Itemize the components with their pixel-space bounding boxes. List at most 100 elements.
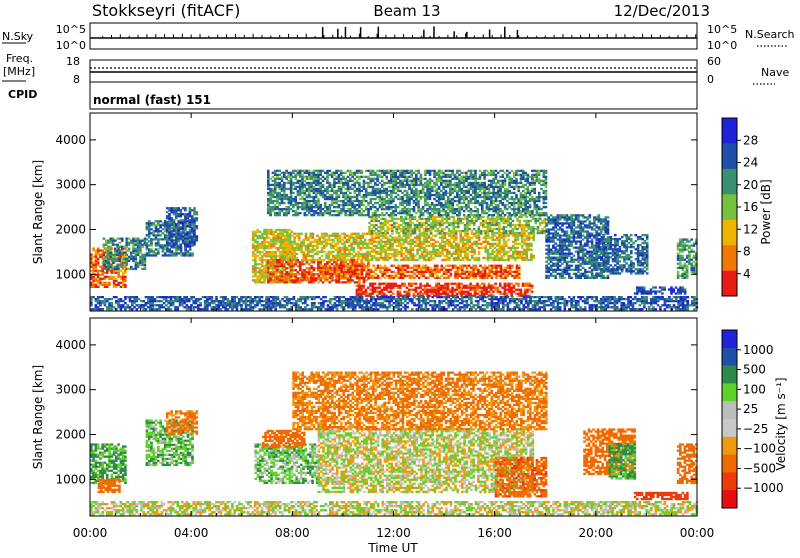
heatmap-cell [339,251,342,253]
heatmap-cell [319,210,322,212]
heatmap-cell [459,232,462,234]
heatmap-cell [276,170,279,172]
heatmap-cell [509,232,512,234]
heatmap-cell [356,198,359,200]
heatmap-cell [501,237,504,239]
heatmap-cell [293,237,296,239]
heatmap-cell [373,241,376,243]
heatmap-cell [510,255,513,257]
heatmap-cell [409,247,412,249]
heatmap-cell [254,275,257,277]
heatmap-cell [353,233,356,235]
heatmap-cell [307,251,310,253]
heatmap-cell [471,230,474,232]
heatmap-cell [405,226,408,228]
heatmap-cell [349,186,352,188]
heatmap-cell [498,247,501,249]
heatmap-cell [267,198,270,200]
heatmap-cell [465,285,468,287]
heatmap-cell [448,259,451,261]
heatmap-cell [402,265,405,267]
heatmap-cell [434,230,437,232]
heatmap-cell [528,239,531,241]
heatmap-cell [362,255,365,257]
heatmap-cell [450,247,453,249]
heatmap-cell [384,253,387,255]
heatmap-cell [137,252,140,254]
heatmap-cell [278,212,281,214]
heatmap-cell [268,247,271,249]
heatmap-cell [517,293,520,295]
heatmap-cell [401,212,404,214]
heatmap-cell [92,266,95,268]
heatmap-cell [371,239,374,241]
heatmap-cell [137,264,140,266]
heatmap-cell [513,287,516,289]
heatmap-cell [101,278,104,280]
heatmap-cell [468,277,471,279]
heatmap-cell [376,184,379,186]
heatmap-cell [377,226,380,228]
heatmap-cell [189,207,192,209]
heatmap-cell [319,206,322,208]
heatmap-cell [124,284,127,286]
heatmap-cell [301,178,304,180]
heatmap-cell [338,186,341,188]
heatmap-cell [128,242,131,244]
heatmap-cell [173,213,176,215]
heatmap-cell [304,263,307,265]
heatmap-cell [268,231,271,233]
heatmap-cell [537,220,540,222]
heatmap-cell [412,222,415,224]
heatmap-cell [278,184,281,186]
heatmap-cell [504,271,507,273]
heatmap-cell [344,178,347,180]
heatmap-cell [418,222,421,224]
heatmap-cell [328,259,331,261]
heatmap-cell [363,210,366,212]
heatmap-cell [344,194,347,196]
freq-tick-bottom: 8 [73,73,80,86]
heatmap-cell [375,269,378,271]
heatmap-cell [341,243,344,245]
heatmap-cell [419,285,422,287]
heatmap-cell [291,235,294,237]
heatmap-cell [435,283,438,285]
heatmap-cell [518,224,521,226]
heatmap-cell [335,182,338,184]
heatmap-cell [514,224,517,226]
heatmap-cell [497,271,500,273]
heatmap-cell [92,247,95,249]
heatmap-cell [267,271,270,273]
heatmap-cell [456,289,459,291]
heatmap-cell [405,232,408,234]
heatmap-cell [518,269,521,271]
heatmap-cell [406,184,409,186]
heatmap-cell [423,251,426,253]
heatmap-cell [450,253,453,255]
heatmap-cell [390,194,393,196]
heatmap-cell [256,279,259,281]
heatmap-cell [144,264,147,266]
heatmap-cell [449,283,452,285]
heatmap-cell [454,275,457,277]
heatmap-cell [355,239,358,241]
heatmap-cell [254,279,257,281]
heatmap-cell [170,217,173,219]
heatmap-cell [354,212,357,214]
heatmap-cell [317,204,320,206]
heatmap-cell [281,265,284,267]
heatmap-cell [305,233,308,235]
heatmap-cell [357,255,360,257]
heatmap-cell [272,269,275,271]
heatmap-cell [306,273,309,275]
heatmap-cell [362,235,365,237]
heatmap-cell [340,265,343,267]
heatmap-cell [277,229,280,231]
heatmap-cell [453,257,456,259]
heatmap-cell [332,251,335,253]
heatmap-cell [114,244,117,246]
heatmap-cell [502,269,505,271]
heatmap-cell [358,204,361,206]
heatmap-cell [412,257,415,259]
